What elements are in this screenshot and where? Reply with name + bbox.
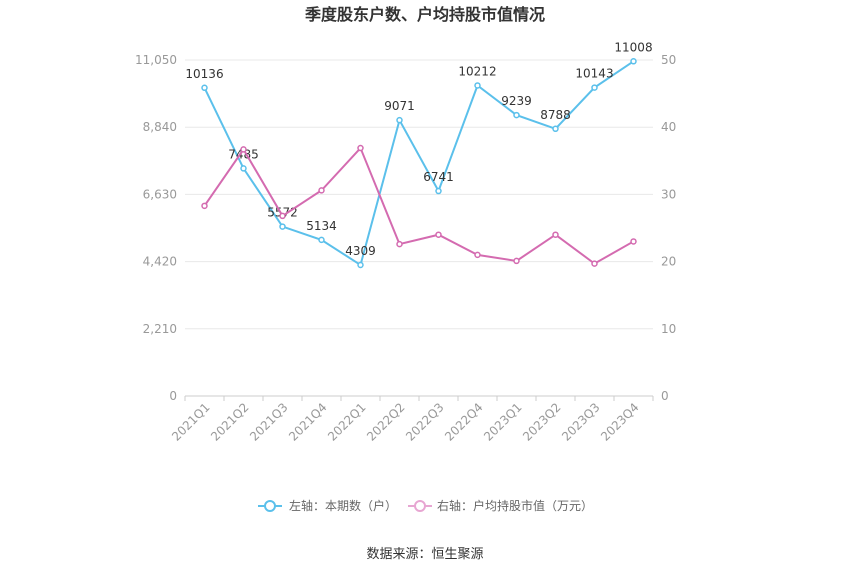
left-tick-label: 8,840 <box>143 120 177 134</box>
x-tick-label: 2022Q3 <box>403 400 447 444</box>
right-tick-label: 50 <box>661 53 676 67</box>
x-tick-label: 2022Q1 <box>325 400 369 444</box>
x-tick-label: 2023Q1 <box>481 400 525 444</box>
data-point[interactable] <box>552 125 559 133</box>
series-right <box>201 144 637 267</box>
data-label: 10136 <box>185 67 223 81</box>
data-point[interactable] <box>474 251 481 259</box>
data-point[interactable] <box>279 223 286 230</box>
data-label: 10143 <box>575 67 613 81</box>
grid-lines <box>185 59 653 330</box>
data-label: 11008 <box>614 40 652 54</box>
data-point[interactable] <box>357 144 364 152</box>
x-tick-label: 2021Q4 <box>286 400 330 444</box>
legend-left-dot-icon <box>264 500 276 512</box>
left-tick-label: 0 <box>169 389 177 403</box>
x-tick-label: 2021Q1 <box>169 400 213 444</box>
legend-right-dot-icon <box>414 500 426 512</box>
data-point[interactable] <box>435 187 442 195</box>
data-point[interactable] <box>435 231 442 238</box>
data-point[interactable] <box>513 257 520 265</box>
left-axis-ticks: 0 2,210 4,420 6,630 8,840 11,050 <box>135 53 177 403</box>
data-label: 5134 <box>306 219 337 233</box>
data-point[interactable] <box>201 202 208 210</box>
legend[interactable]: 左轴：本期数（户） 右轴：户均持股市值（万元） <box>258 498 593 513</box>
x-tick-label: 2023Q2 <box>520 400 564 444</box>
series-line <box>203 146 634 265</box>
data-point[interactable] <box>201 84 208 92</box>
data-point[interactable] <box>240 165 247 172</box>
x-tick-label: 2021Q2 <box>208 400 252 444</box>
data-point[interactable] <box>279 212 286 220</box>
data-point[interactable] <box>630 238 637 245</box>
data-point[interactable] <box>396 116 403 124</box>
data-label: 4309 <box>345 244 376 258</box>
data-label: 8788 <box>540 108 571 122</box>
x-tick-label: 2023Q3 <box>559 400 603 444</box>
data-label: 10212 <box>458 64 496 78</box>
data-label: 5572 <box>267 206 298 220</box>
data-point[interactable] <box>513 111 520 119</box>
data-label: 9071 <box>384 99 415 113</box>
x-tick-label: 2023Q4 <box>598 400 642 444</box>
right-tick-label: 20 <box>661 255 676 269</box>
x-tick-label: 2022Q4 <box>442 400 486 444</box>
right-tick-label: 30 <box>661 187 676 201</box>
x-tick-label: 2022Q2 <box>364 400 408 444</box>
data-label: 7485 <box>228 147 259 161</box>
data-label: 9239 <box>501 94 532 108</box>
x-tick-label: 2021Q3 <box>247 400 291 444</box>
data-point[interactable] <box>357 261 364 269</box>
data-point[interactable] <box>240 146 247 153</box>
chart-title: 季度股东户数、户均持股市值情况 <box>304 5 545 24</box>
data-point[interactable] <box>318 236 325 244</box>
legend-item-right[interactable]: 右轴：户均持股市值（万元） <box>408 498 593 513</box>
data-source: 数据来源：恒生聚源 <box>366 547 483 562</box>
data-point[interactable] <box>396 240 403 248</box>
series-left: 10136 7485 5572 5134 4309 9071 6741 10212 9239 87… <box>185 40 653 269</box>
legend-right-label: 右轴：户均持股市值（万元） <box>437 498 593 513</box>
left-tick-label: 4,420 <box>143 255 177 269</box>
data-point[interactable] <box>591 260 598 267</box>
x-axis: 2021Q12021Q22021Q32021Q42022Q12022Q22022… <box>169 395 654 444</box>
left-tick-label: 6,630 <box>143 187 177 201</box>
left-tick-label: 2,210 <box>143 322 177 336</box>
legend-left-label: 左轴：本期数（户） <box>289 498 397 513</box>
data-point[interactable] <box>591 84 598 91</box>
right-tick-label: 10 <box>661 322 676 336</box>
data-label: 6741 <box>423 170 454 184</box>
data-point[interactable] <box>318 187 325 194</box>
right-axis-ticks: 0 10 20 30 40 50 <box>661 53 676 403</box>
legend-item-left[interactable]: 左轴：本期数（户） <box>258 498 397 513</box>
left-tick-label: 11,050 <box>135 53 177 67</box>
right-tick-label: 40 <box>661 120 676 134</box>
series-line <box>203 60 635 267</box>
right-tick-label: 0 <box>661 389 669 403</box>
series: 10136 7485 5572 5134 4309 9071 6741 10212 9239 87… <box>185 40 653 269</box>
data-point[interactable] <box>552 231 559 238</box>
data-point[interactable] <box>630 58 637 65</box>
data-point[interactable] <box>474 82 481 89</box>
